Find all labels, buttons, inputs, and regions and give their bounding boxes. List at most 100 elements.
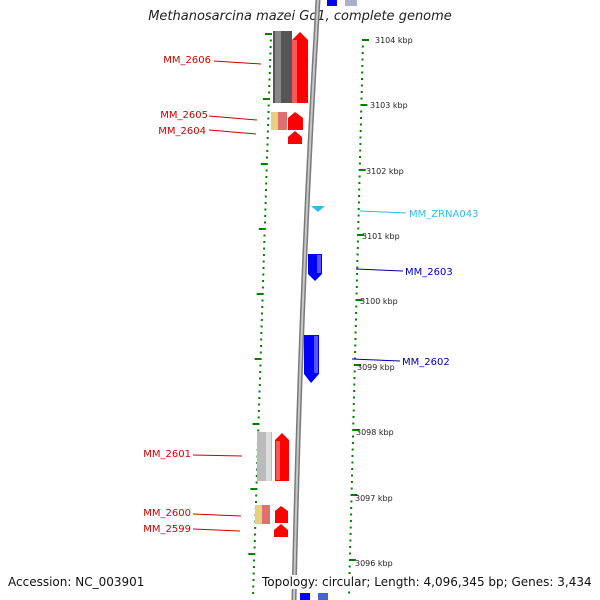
tick-left bbox=[260, 325, 263, 328]
tick-right bbox=[361, 71, 364, 74]
tick-left bbox=[265, 33, 272, 35]
tick-left bbox=[262, 260, 265, 263]
tick-right bbox=[353, 396, 355, 399]
tick-left bbox=[261, 306, 264, 308]
tick-right bbox=[358, 188, 361, 191]
tick-right bbox=[359, 149, 362, 152]
tick-right bbox=[361, 52, 364, 54]
gene-mm-2599-leader bbox=[192, 528, 241, 532]
tick-right bbox=[357, 208, 360, 210]
tick-right bbox=[349, 526, 352, 529]
tick-left bbox=[268, 78, 271, 81]
scale-label-3102: 3102 kbp bbox=[366, 167, 404, 176]
tick-left bbox=[255, 501, 257, 503]
gene-label-mm-2606: MM_2606 bbox=[163, 55, 211, 66]
tick-right bbox=[360, 84, 363, 87]
tick-left bbox=[252, 423, 260, 425]
gene-mm-2605[interactable] bbox=[271, 112, 303, 130]
tick-left bbox=[266, 130, 269, 133]
tick-left bbox=[264, 215, 267, 217]
tick-left bbox=[253, 546, 256, 549]
tick-left bbox=[267, 117, 270, 120]
tick-left bbox=[260, 345, 262, 347]
gene-mm-2606[interactable] bbox=[273, 31, 308, 103]
gene-mm-2600[interactable] bbox=[255, 505, 288, 524]
tick-left bbox=[254, 527, 257, 529]
tick-right bbox=[361, 65, 364, 67]
tick-left bbox=[258, 403, 261, 406]
scale-label-3097: 3097 kbp bbox=[355, 494, 393, 503]
tick-right bbox=[362, 39, 369, 41]
gene-mm-2605-leader bbox=[208, 115, 258, 121]
gene-mm-2602[interactable] bbox=[304, 335, 319, 383]
tick-left bbox=[269, 39, 272, 42]
gene-mm-2604-leader bbox=[208, 129, 257, 135]
tick-left bbox=[262, 254, 265, 256]
tick-right bbox=[348, 572, 351, 574]
tick-left bbox=[267, 104, 270, 107]
offscreen-gene-bottom bbox=[300, 593, 310, 600]
gene-mm-2603[interactable] bbox=[308, 254, 322, 281]
tick-right bbox=[353, 377, 356, 379]
tick-left bbox=[265, 182, 268, 185]
tick-left bbox=[248, 553, 256, 555]
tick-left bbox=[261, 312, 263, 315]
tick-left bbox=[253, 559, 256, 562]
tick-right bbox=[350, 481, 353, 483]
tick-right bbox=[361, 58, 364, 61]
tick-left bbox=[260, 338, 263, 341]
tick-right bbox=[359, 156, 362, 158]
gene-mm-zrna043-leader bbox=[359, 210, 407, 214]
tick-left bbox=[261, 299, 264, 302]
offscreen-gene-top bbox=[327, 0, 337, 6]
tick-right bbox=[360, 110, 363, 113]
tick-left bbox=[266, 143, 269, 146]
tick-right bbox=[356, 266, 359, 269]
tick-left bbox=[268, 91, 271, 94]
tick-right bbox=[352, 422, 355, 425]
tick-right bbox=[358, 162, 361, 165]
tick-left bbox=[260, 319, 263, 321]
gene-mm-2601[interactable] bbox=[257, 432, 289, 481]
tick-right bbox=[354, 338, 357, 340]
tick-right bbox=[356, 240, 359, 243]
gene-mm-2601-leader bbox=[192, 454, 243, 457]
tick-right bbox=[353, 364, 361, 366]
tick-right bbox=[350, 487, 353, 490]
tick-left bbox=[265, 169, 268, 172]
tick-right bbox=[356, 273, 359, 275]
tick-right bbox=[351, 474, 353, 477]
tick-right bbox=[354, 344, 357, 347]
genome-summary: Topology: circular; Length: 4,096,345 bp… bbox=[260, 575, 592, 589]
gene-mm-2603-leader bbox=[355, 268, 404, 272]
tick-left bbox=[266, 137, 269, 139]
tick-left bbox=[258, 384, 261, 386]
tick-right bbox=[348, 591, 351, 594]
tick-right bbox=[356, 247, 359, 249]
tick-right bbox=[348, 559, 356, 561]
gene-mm-zrna043[interactable] bbox=[311, 206, 325, 212]
tick-right bbox=[349, 533, 352, 535]
tick-right bbox=[361, 78, 363, 80]
tick-left bbox=[259, 377, 261, 380]
tick-right bbox=[350, 507, 353, 509]
offscreen-gene-top-shadow bbox=[345, 0, 357, 6]
tick-right bbox=[355, 305, 358, 308]
gene-mm-2599[interactable] bbox=[274, 524, 288, 537]
tick-right bbox=[356, 260, 359, 262]
tick-left bbox=[252, 566, 255, 568]
tick-right bbox=[357, 227, 360, 230]
tick-left bbox=[269, 59, 272, 61]
gene-mm-2604[interactable] bbox=[288, 131, 302, 144]
gene-mm-2602-leader bbox=[351, 358, 401, 362]
tick-left bbox=[262, 280, 265, 282]
tick-left bbox=[255, 481, 258, 484]
tick-right bbox=[352, 435, 354, 438]
tick-left bbox=[262, 273, 265, 276]
tick-right bbox=[352, 416, 355, 418]
tick-right bbox=[350, 494, 358, 496]
tick-right bbox=[348, 565, 351, 568]
gene-label-mm-2599: MM_2599 bbox=[143, 524, 191, 535]
tick-left bbox=[265, 189, 267, 191]
tick-left bbox=[262, 98, 270, 100]
